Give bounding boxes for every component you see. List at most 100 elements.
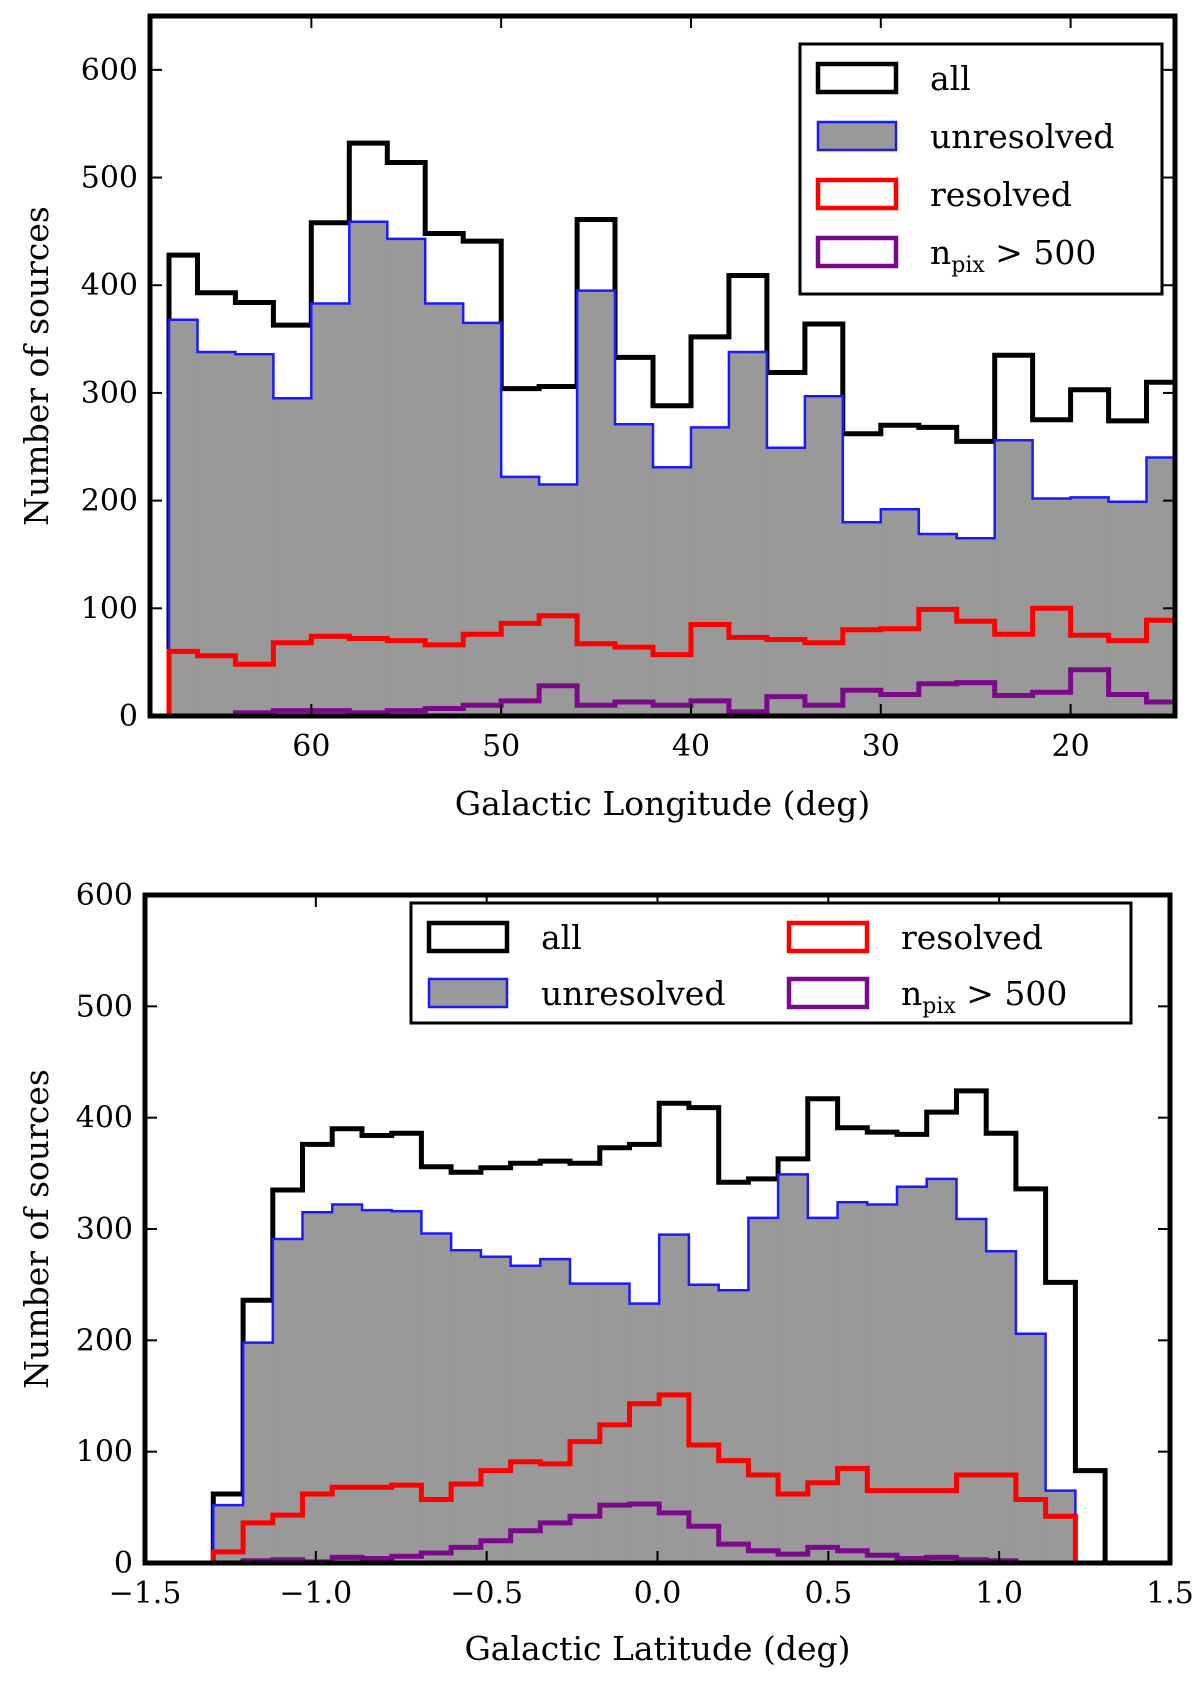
unresolved-bar [387,238,426,716]
unresolved-bar [1108,501,1148,716]
y-axis-title: Number of sources [17,206,56,526]
y-tick-label: 0 [114,1546,133,1581]
unresolved-bar [235,354,274,716]
unresolved-bar [867,1204,898,1563]
x-tick-label: 20 [1052,729,1090,764]
y-tick-label: 200 [76,1323,133,1358]
x-tick-label: −1.5 [109,1576,182,1611]
unresolved-bar [1045,1490,1076,1563]
unresolved-bar [391,1211,423,1563]
unresolved-bar [510,1265,541,1563]
plot-area [166,140,1175,716]
unresolved-bar [659,1234,690,1563]
unresolved-bar [842,522,882,716]
y-axis-title: Number of sources [17,1069,56,1389]
unresolved-bar [880,509,920,716]
series-all [166,140,1175,716]
x-tick-label: 50 [482,729,520,764]
unresolved-bar [539,484,578,716]
unresolved-bar [421,1233,452,1563]
unresolved-bar [837,1202,868,1563]
y-tick-label: 300 [81,376,138,411]
unresolved-bar [570,1283,601,1563]
y-tick-label: 500 [81,161,138,196]
unresolved-bar [243,1342,274,1563]
legend-label-unresolved: unresolved [930,117,1114,156]
unresolved-bar [168,319,199,716]
y-tick-label: 200 [81,484,138,519]
unresolved-bar [986,1251,1017,1563]
series-resolved-outline [210,1392,1106,1563]
legend: all unresolved resolved npix > 500 [409,901,1133,1025]
legend-entry-unresolved: unresolved [427,974,725,1013]
series-all-outline [166,140,1175,716]
series-npix [169,667,1175,716]
x-tick-label: 0.0 [634,1576,682,1611]
unresolved-bar [425,303,464,716]
unresolved-bar [540,1259,571,1563]
unresolved-bar [577,290,616,716]
unresolved-bar [361,1210,393,1563]
legend-swatch-resolved [786,920,870,954]
y-tick-label: 500 [76,989,133,1024]
x-axis-title: Galactic Longitude (deg) [455,784,870,823]
legend-swatch-npix [786,976,870,1010]
axes-frame [147,13,1178,719]
legend-entry-all: all [815,59,971,98]
plot-area [210,1088,1108,1563]
y-tick-label: 400 [76,1101,133,1136]
y-tick-label: 100 [81,591,138,626]
legend-label-resolved: resolved [930,175,1072,214]
unresolved-bar [501,476,540,716]
unresolved-bar [807,1217,839,1563]
x-tick-label: 1.0 [975,1576,1023,1611]
legend-label-npix: npix > 500 [901,974,1067,1019]
y-tick-label: 600 [76,878,133,913]
unresolved-bar [463,322,502,716]
legend-entry-all: all [426,918,582,957]
legend-entry-unresolved: unresolved [816,117,1114,156]
unresolved-bar [273,398,312,716]
unresolved-bar [956,1218,987,1563]
unresolved-bar [615,424,654,716]
unresolved-bar [778,1174,809,1563]
legend-label-resolved: resolved [901,918,1043,957]
legend-label-all: all [930,59,971,98]
series-unresolved [167,220,1175,716]
x-tick-label: 30 [862,729,900,764]
x-tick-label: −0.5 [450,1576,523,1611]
unresolved-bar [451,1250,482,1563]
unresolved-bar [688,1284,720,1563]
series-resolved-outline [166,605,1175,716]
y-tick-label: 300 [76,1212,133,1247]
unresolved-bar [332,1204,363,1563]
y-tick-label: 0 [119,699,138,734]
unresolved-bar [302,1212,333,1563]
unresolved-bar [480,1256,512,1563]
unresolved-bar [653,467,692,716]
unresolved-bar [1015,1333,1047,1563]
legend-swatch-npix [815,235,899,269]
legend-swatch-unresolved [427,977,509,1009]
x-tick-label: −1.0 [279,1576,352,1611]
longitude-histogram: 0 100 200 300 400 500 600 60 50 40 30 20 Galactic Lo… [17,13,1178,823]
y-tick-label: 100 [76,1435,133,1470]
unresolved-bar [926,1178,958,1563]
series-all-outline [210,1088,1108,1563]
series-unresolved-outline [212,1173,1106,1563]
series-npix-outline [213,1501,1106,1563]
unresolved-bar [1146,457,1175,716]
series-all [210,1088,1108,1563]
x-tick-label: 1.5 [1146,1576,1194,1611]
unresolved-bar [1070,497,1110,716]
x-tick-label: 0.5 [804,1576,852,1611]
legend-swatch-all [815,61,899,95]
unresolved-bar [918,534,958,716]
x-tick-label: 60 [292,729,330,764]
unresolved-bar [349,221,388,716]
unresolved-bar [956,538,996,716]
unresolved-bar [766,447,806,716]
y-tick-label: 600 [81,53,138,88]
series-npix-outline [169,667,1175,716]
